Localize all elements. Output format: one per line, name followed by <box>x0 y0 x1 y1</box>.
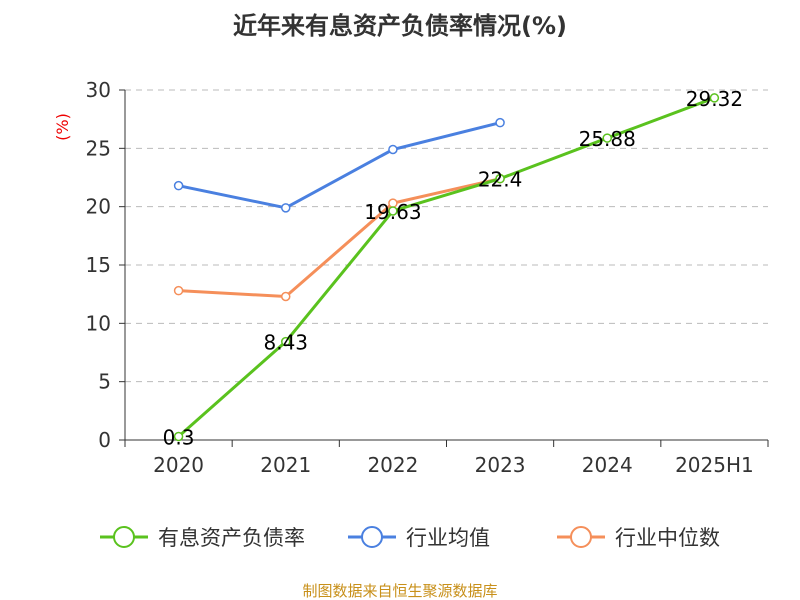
source-note: 制图数据来自恒生聚源数据库 <box>302 582 497 600</box>
y-axis-unit: (%) <box>53 113 72 141</box>
data-point[interactable] <box>173 285 184 296</box>
y-tick-label: 5 <box>98 370 111 394</box>
x-tick-label: 2025H1 <box>675 453 754 477</box>
chart-title: 近年来有息资产负债率情况(%) <box>233 12 567 40</box>
data-point[interactable] <box>281 291 291 302</box>
legend-item[interactable]: 行业均值 <box>348 526 490 550</box>
data-label: 8.43 <box>263 331 308 355</box>
legend-marker-icon <box>113 526 135 548</box>
legend-label: 行业均值 <box>406 526 490 550</box>
data-point[interactable] <box>173 431 184 442</box>
legend-label: 行业中位数 <box>615 526 720 550</box>
x-tick-label: 2023 <box>475 453 526 477</box>
y-tick-label: 20 <box>86 195 111 219</box>
y-tick-label: 15 <box>86 253 111 277</box>
series-line <box>178 121 501 210</box>
data-point[interactable] <box>495 173 505 184</box>
x-tick-label: 2024 <box>582 453 633 477</box>
data-point[interactable] <box>281 203 291 213</box>
legend-label: 有息资产负债率 <box>158 526 305 550</box>
x-tick-label: 2020 <box>153 453 204 477</box>
data-point[interactable] <box>602 133 612 143</box>
y-tick-label: 30 <box>86 78 111 102</box>
data-point[interactable] <box>173 180 184 191</box>
data-label: 19.63 <box>364 200 421 224</box>
data-label: 29.32 <box>686 87 743 111</box>
y-tick-label: 25 <box>86 136 111 160</box>
data-label: 25.88 <box>579 127 636 151</box>
data-point[interactable] <box>495 117 505 128</box>
series-line <box>178 177 501 299</box>
legend-item[interactable]: 有息资产负债率 <box>100 526 305 550</box>
data-point[interactable] <box>709 93 720 103</box>
series-line <box>177 96 715 438</box>
x-tick-label: 2021 <box>260 453 311 477</box>
data-point[interactable] <box>281 336 291 347</box>
data-label: 0.3 <box>163 426 195 450</box>
data-point[interactable] <box>388 144 398 155</box>
data-label: 22.4 <box>478 168 523 192</box>
y-tick-label: 10 <box>86 311 111 335</box>
legend-item[interactable]: 行业中位数 <box>557 526 720 550</box>
y-tick-label: 0 <box>98 428 111 452</box>
data-point[interactable] <box>388 206 398 216</box>
x-tick-label: 2022 <box>367 453 418 477</box>
legend-marker-icon <box>361 526 383 548</box>
legend-marker-icon <box>570 526 592 548</box>
